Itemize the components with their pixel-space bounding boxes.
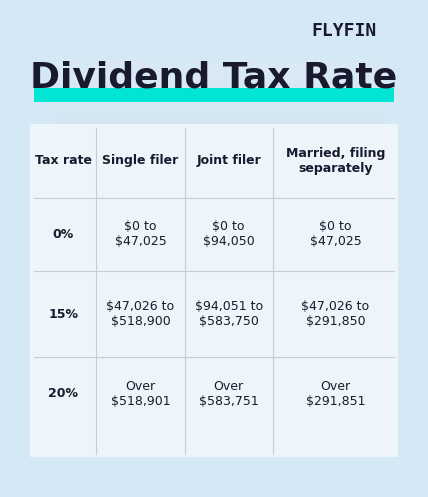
FancyBboxPatch shape	[23, 118, 405, 464]
Text: $47,026 to
$291,850: $47,026 to $291,850	[301, 300, 369, 328]
Text: $0 to
$47,025: $0 to $47,025	[115, 220, 166, 248]
Text: FLYFIN: FLYFIN	[312, 22, 377, 40]
Text: Over
$291,851: Over $291,851	[306, 380, 365, 408]
Text: Single filer: Single filer	[102, 155, 178, 167]
Text: Over
$583,751: Over $583,751	[199, 380, 259, 408]
Text: 20%: 20%	[48, 388, 78, 401]
Text: Married, filing
separately: Married, filing separately	[286, 147, 385, 175]
Text: $0 to
$47,025: $0 to $47,025	[309, 220, 361, 248]
Text: $94,051 to
$583,750: $94,051 to $583,750	[195, 300, 263, 328]
Text: Dividend Tax Rate: Dividend Tax Rate	[30, 60, 398, 94]
Text: Tax rate: Tax rate	[35, 155, 92, 167]
Text: Over
$518,901: Over $518,901	[110, 380, 170, 408]
Text: 0%: 0%	[53, 228, 74, 241]
Text: Joint filer: Joint filer	[196, 155, 261, 167]
Text: $47,026 to
$518,900: $47,026 to $518,900	[106, 300, 175, 328]
Text: $0 to
$94,050: $0 to $94,050	[203, 220, 255, 248]
Text: 15%: 15%	[48, 308, 78, 321]
